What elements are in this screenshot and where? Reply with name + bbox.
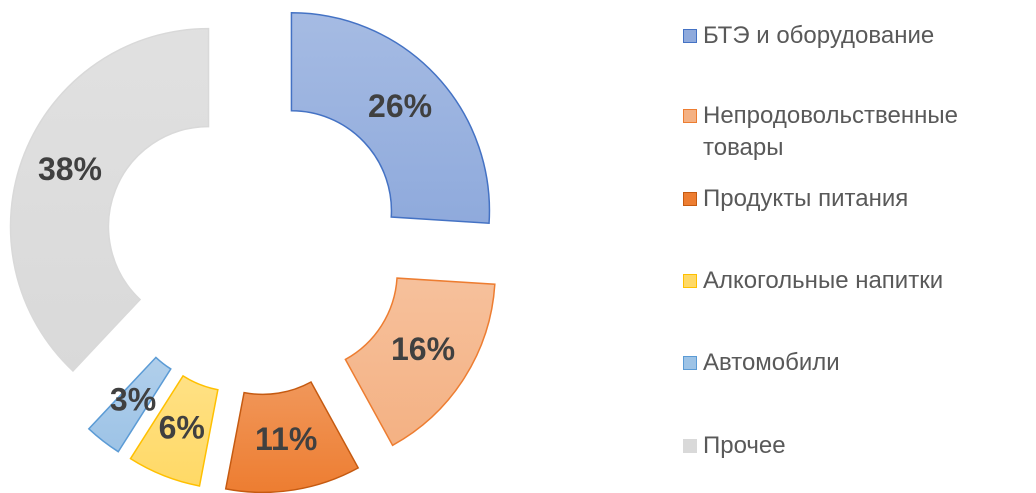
legend-label: Алкогольные напитки: [703, 267, 944, 294]
donut: 26% 16% 11% 6%3% 38%: [9, 12, 496, 493]
legend-swatch: [683, 274, 697, 288]
donut-segment: [87, 356, 172, 453]
donut-segment: [9, 27, 210, 372]
legend-label: БТЭ и оборудование: [703, 22, 935, 49]
legend-swatch: [683, 192, 697, 206]
legend-swatch: [683, 109, 697, 123]
data-label: 38%: [38, 151, 102, 187]
legend-item: Автомобили: [683, 347, 1028, 379]
donut-segment: [224, 380, 360, 493]
legend-label: Прочее: [703, 432, 786, 459]
donut-segment: [344, 277, 496, 447]
data-label: 6%: [159, 409, 205, 445]
data-label: 11%: [255, 421, 317, 457]
legend-label: Автомобили: [703, 349, 840, 376]
legend-label: Непродовольственные товары: [703, 102, 958, 161]
legend-item: Непродовольственные товары: [683, 100, 1028, 164]
legend-swatch: [683, 356, 697, 370]
data-label: 3%: [110, 382, 156, 418]
legend-item: Продукты питания: [683, 183, 1028, 215]
donut-segment: [129, 374, 219, 487]
legend-item: Алкогольные напитки: [683, 265, 1028, 297]
legend-label: Продукты питания: [703, 185, 909, 212]
legend-item: БТЭ и оборудование: [683, 20, 1028, 52]
data-label: 26%: [368, 88, 432, 124]
data-label: 16%: [391, 331, 455, 367]
donut-segment: [290, 12, 491, 225]
legend-item: Прочее: [683, 430, 1028, 462]
legend-swatch: [683, 439, 697, 453]
legend-swatch: [683, 29, 697, 43]
